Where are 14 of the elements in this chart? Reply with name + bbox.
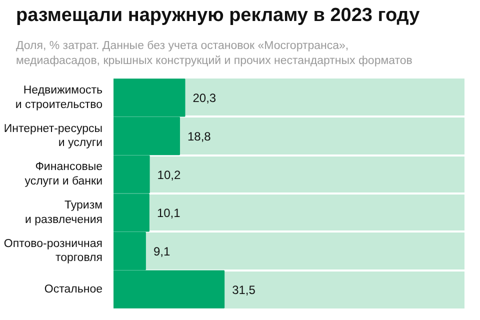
data-label: 9,1 [153, 244, 170, 259]
data-label: 20,3 [192, 91, 216, 106]
y-tick-label: Финансовые услуги и банки [24, 161, 103, 188]
y-tick-label: Туризм и развлечения [24, 199, 103, 226]
data-label: 18,8 [187, 130, 212, 144]
y-tick-label: Недвижимость и строительство [15, 84, 103, 111]
chart-title: размещали наружную рекламу в 2023 году [16, 4, 420, 28]
data-label: 10,1 [156, 206, 181, 220]
chart-subtitle: Доля, % затрат. Данные без учета остановок «Мосгортранса», медиафасадов, крышных конструкций и прочих нестандартных форматов [16, 39, 412, 70]
data-label: 31,5 [232, 282, 256, 297]
y-tick-label: Интернет-ресурсы и услуги [4, 122, 103, 150]
y-tick-label: Оптово-розничная торговля [4, 238, 103, 264]
y-tick-label: Остальное [44, 283, 103, 296]
data-label: 10,2 [157, 168, 181, 182]
